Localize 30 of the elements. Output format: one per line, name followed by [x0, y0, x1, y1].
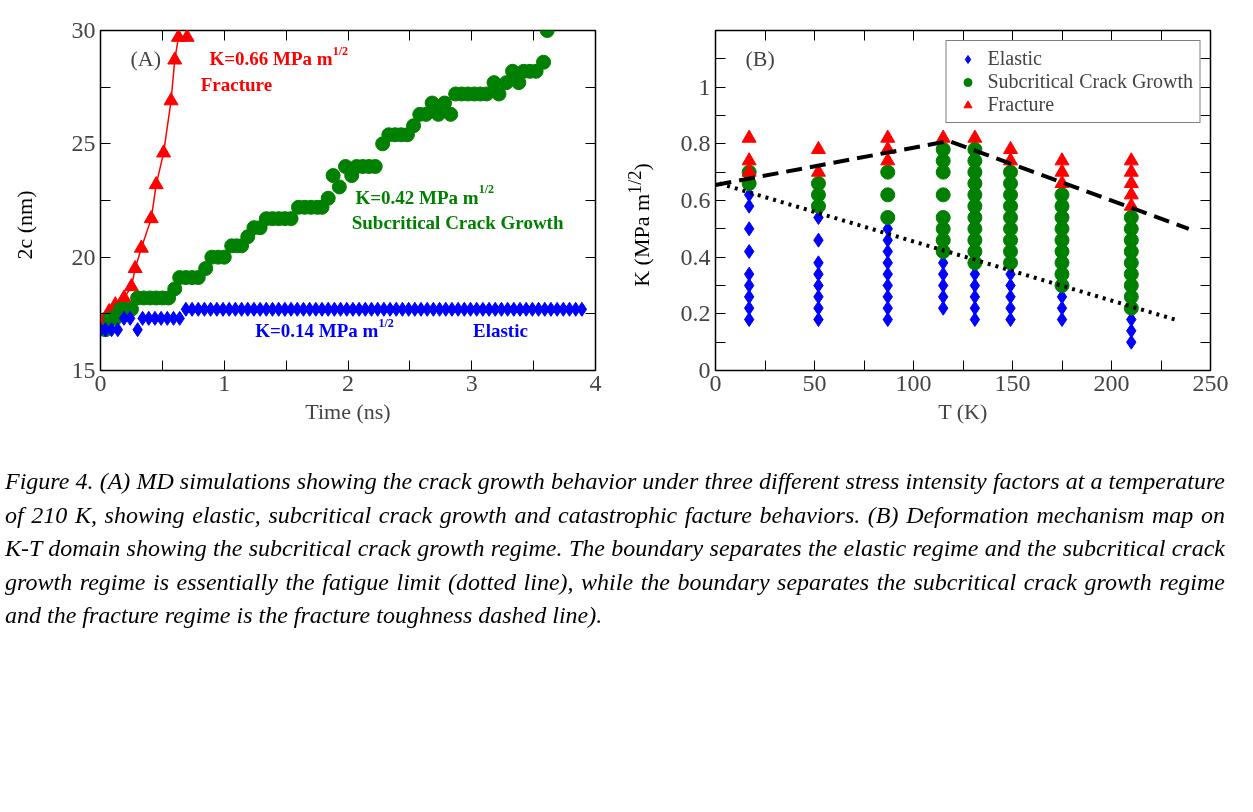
y-tick-label: 25	[71, 130, 96, 157]
x-tick-label: 50	[802, 369, 827, 396]
x-tick-label: 1	[218, 369, 231, 396]
y-tick-label: 20	[71, 243, 96, 270]
caption: Figure 4. (A) MD simulations showing the crack growth behavior under three different stress intensity factors at a temperature of 210 K, showing elastic, subcritical crack growth and catastrophic facture behaviors. (B) Deformation mechanism map on K-T domain showing the subcritical crack growth regime. The boundary separates the elastic regime and the subcritical crack growth regime is essentially the fatigue limit (dotted line), while the boundary separates the subcritical crack growth regime and the fracture regime is the fracture toughness dashed line).	[5, 467, 1225, 631]
y-tick-label: 0.8	[680, 130, 711, 157]
annotation: Fracture	[200, 74, 273, 96]
y-tick-label: 30	[71, 17, 96, 43]
legend-label: Elastic	[987, 47, 1042, 70]
x-axis-title: T (K)	[938, 398, 988, 424]
text: (A)	[130, 45, 162, 71]
x-tick-label: 3	[465, 369, 478, 396]
x-tick-label: 200	[1093, 369, 1130, 396]
y-tick-label: 1	[698, 73, 711, 100]
text: (B)	[745, 45, 775, 71]
x-tick-label: 250	[1192, 369, 1229, 396]
legend-label: Subcritical Crack Growth	[987, 70, 1193, 93]
y-tick-label: 0.2	[680, 300, 711, 327]
x-tick-label: 4	[589, 369, 602, 396]
x-axis-title: Time (ns)	[305, 398, 391, 424]
x-tick-label: 150	[994, 369, 1031, 396]
y-axis-title: 2c (nm)	[11, 190, 39, 260]
y-tick-label: 15	[71, 357, 96, 383]
y-tick-label: 0.4	[680, 243, 711, 270]
x-tick-label: 100	[895, 369, 932, 396]
annotation: Elastic	[472, 320, 528, 342]
legend-label: Fracture	[987, 93, 1055, 116]
x-tick-label: 2	[342, 369, 354, 396]
y-tick-label: 0.6	[680, 187, 711, 213]
annotation: Subcritical Crack Growth	[351, 211, 564, 233]
